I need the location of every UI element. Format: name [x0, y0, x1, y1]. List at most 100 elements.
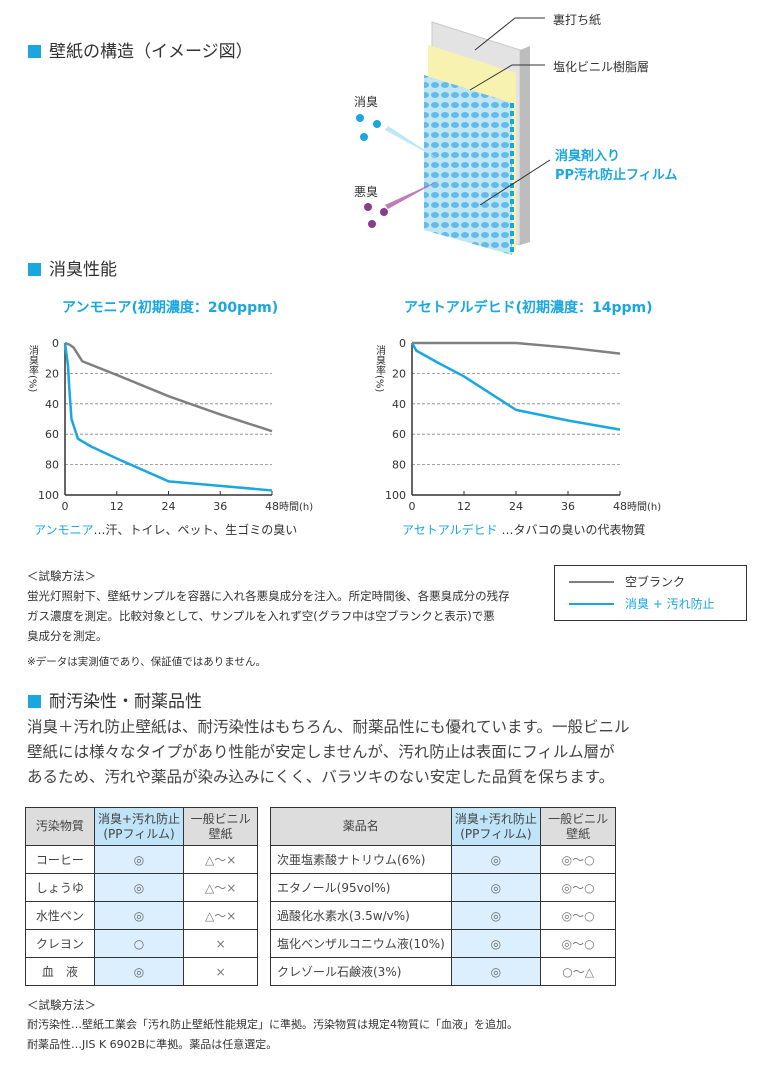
odor-arrow	[385, 180, 440, 209]
table-cell: ◎	[93, 957, 185, 986]
column-header: 汚染物質	[25, 807, 95, 846]
para-line: あるため、汚れや薬品が染み込みにくく、バラツキのない安定した品質を保ちます。	[27, 768, 615, 786]
heading-text: 耐汚染性・耐薬品性	[49, 692, 202, 712]
y-axis-label: 消臭率(%)	[374, 344, 386, 393]
y-tick-label: 100	[38, 489, 59, 502]
table-row: コーヒー ◎ △～×	[25, 845, 258, 874]
table-cell: クレヨン	[25, 929, 95, 958]
header-row: 薬品名 消臭+汚れ防止 (PPフィルム) 一般ビニル 壁紙	[270, 807, 616, 846]
table-cell: △～×	[183, 901, 258, 930]
table-cell: 塩化ベンザルコニウム液(10%)	[270, 929, 452, 958]
table-row: クレヨン ○ ×	[25, 929, 258, 958]
x-tick-label: 24	[162, 500, 176, 513]
legend-swatch-blank	[569, 581, 614, 583]
table-cell: ×	[183, 929, 258, 958]
table-cell: ◎～○	[540, 873, 616, 902]
table-cell: ◎	[93, 845, 185, 874]
legend: 空ブランク 消臭 + 汚れ防止	[554, 565, 747, 621]
caption-rest: …タバコの臭いの代表物質	[497, 523, 646, 537]
label-film-1: 消臭剤入り	[555, 149, 621, 164]
column-header: 消臭+汚れ防止 (PPフィルム)	[450, 807, 542, 846]
label-deodorized: 消臭	[354, 95, 379, 109]
column-header: 消臭+汚れ防止 (PPフィルム)	[93, 807, 185, 846]
table-cell: ◎	[450, 873, 542, 902]
y-tick-label: 100	[385, 489, 406, 502]
table-cell: 次亜塩素酸ナトリウム(6%)	[270, 845, 452, 874]
y-tick-label: 0	[52, 337, 59, 350]
resistance-paragraph: 消臭＋汚れ防止壁紙は、耐汚染性はもちろん、耐薬品性にも優れています。一般ビニル …	[27, 715, 767, 790]
legend-swatch-pp	[569, 603, 614, 605]
y-tick-label: 80	[392, 459, 406, 472]
legend-label-pp: 消臭 + 汚れ防止	[625, 597, 715, 611]
table-cell: ◎	[450, 845, 542, 874]
x-tick-label: 36	[561, 500, 575, 513]
x-tick-label: 0	[62, 500, 69, 513]
legend-label-blank: 空ブランク	[625, 575, 686, 589]
x-tick-label: 0	[409, 500, 416, 513]
table-cell: ◎	[450, 901, 542, 930]
performance-heading: 消臭性能	[28, 255, 117, 280]
header-row: 汚染物質 消臭+汚れ防止 (PPフィルム) 一般ビニル 壁紙	[25, 807, 258, 846]
method-title: ＜試験方法＞	[27, 998, 96, 1012]
table-row: クレゾール石鹸液(3%) ◎ ○～△	[270, 957, 616, 986]
heading-text: 壁紙の構造（イメージ図）	[49, 42, 253, 62]
x-tick-label: 36	[213, 500, 227, 513]
method1: ＜試験方法＞ 蛍光灯照射下、壁紙サンプルを容器に入れ各悪臭成分を注入。所定時間後…	[27, 566, 537, 672]
caption-term: アンモニア	[34, 523, 94, 537]
table-cell: クレゾール石鹸液(3%)	[270, 957, 452, 986]
y-tick-label: 60	[45, 428, 59, 441]
table-row: エタノール(95vol%) ◎ ◎～○	[270, 873, 616, 902]
square-bullet-icon	[28, 263, 41, 276]
x-tick-label: 48	[613, 500, 627, 513]
y-tick-label: 20	[392, 367, 406, 380]
heading-text: 消臭性能	[49, 260, 117, 280]
label-backing: 裏打ち紙	[553, 13, 602, 27]
table-cell: 過酸化水素水(3.5w/v%)	[270, 901, 452, 930]
label-odor: 悪臭	[354, 185, 379, 199]
method-line: ガス濃度を測定。比較対象として、サンプルを入れず空(グラフ中は空ブランクと表示)…	[27, 609, 495, 623]
y-tick-label: 20	[45, 367, 59, 380]
table-row: 血 液 ◎ ×	[25, 957, 258, 986]
note: ※データは実測値であり、保証値ではありません。	[27, 656, 266, 668]
method-line: 耐薬品性…JIS K 6902Bに準拠。薬品は任意選定。	[27, 1038, 278, 1051]
table-cell: しょうゆ	[25, 873, 95, 902]
column-header: 薬品名	[270, 807, 452, 846]
table-cell: ○	[93, 929, 185, 958]
table-cell: ◎～○	[540, 929, 616, 958]
table-row: しょうゆ ◎ △～×	[25, 873, 258, 902]
y-axis-label: 消臭率(%)	[27, 344, 39, 393]
label-film-2: PP汚れ防止フィルム	[555, 168, 678, 183]
x-tick-label: 12	[457, 500, 471, 513]
table-cell: エタノール(95vol%)	[270, 873, 452, 902]
chemical-table: 薬品名 消臭+汚れ防止 (PPフィルム) 一般ビニル 壁紙 次亜塩素酸ナトリウム(6%) ◎…	[270, 807, 616, 986]
para-line: 消臭＋汚れ防止壁紙は、耐汚染性はもちろん、耐薬品性にも優れています。一般ビニル	[27, 718, 630, 736]
method-title: ＜試験方法＞	[27, 569, 96, 583]
x-tick-label: 48	[265, 500, 279, 513]
series-line-blank	[412, 341, 621, 355]
y-tick-label: 80	[45, 459, 59, 472]
para-line: 壁紙には様々なタイプがあり性能が安定しませんが、汚れ防止は表面にフィルム層が	[27, 743, 615, 761]
table-cell: ◎～○	[540, 901, 616, 930]
series-line-blank	[64, 341, 273, 433]
table-row: 過酸化水素水(3.5w/v%) ◎ ◎～○	[270, 901, 616, 930]
column-header: 一般ビニル 壁紙	[183, 807, 258, 846]
table-cell: △～×	[183, 873, 258, 902]
table-cell: ◎	[450, 957, 542, 986]
deodorized-arrow	[385, 126, 440, 160]
chart1-caption: アンモニア…汗、トイレ、ペット、生ゴミの臭い	[34, 521, 297, 538]
column-header: 一般ビニル 壁紙	[540, 807, 616, 846]
square-bullet-icon	[28, 695, 41, 708]
table-cell: ◎	[93, 901, 185, 930]
caption-rest: …汗、トイレ、ペット、生ゴミの臭い	[93, 523, 298, 537]
x-tick-label: 12	[110, 500, 124, 513]
y-tick-label: 40	[45, 398, 59, 411]
chart1-title: アンモニア(初期濃度：200ppm)	[62, 300, 279, 316]
table-row: 次亜塩素酸ナトリウム(6%) ◎ ◎～○	[270, 845, 616, 874]
table-cell: コーヒー	[25, 845, 95, 874]
table-row: 水性ペン ◎ △～×	[25, 901, 258, 930]
square-bullet-icon	[28, 45, 41, 58]
chart2-title: アセトアルデヒド(初期濃度：14ppm)	[404, 300, 653, 316]
table-cell: ◎	[450, 929, 542, 958]
method2: ＜試験方法＞ 耐汚染性…壁紙工業会「汚れ防止壁紙性能規定」に準拠。汚染物質は規定…	[27, 995, 518, 1055]
